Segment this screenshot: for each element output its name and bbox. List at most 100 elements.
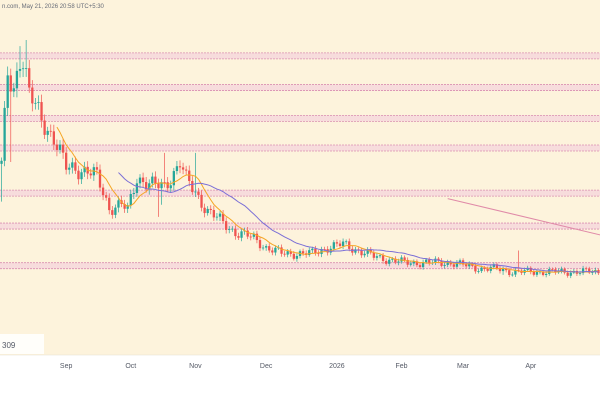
- candle-body: [409, 263, 412, 265]
- candle-body: [218, 213, 222, 217]
- candle-16: [49, 124, 52, 137]
- candle-20: [61, 138, 65, 159]
- candle-body: [378, 255, 382, 257]
- candle-body: [188, 170, 191, 181]
- candle-31: [95, 161, 99, 175]
- candle-173: [532, 269, 535, 277]
- candle-25: [77, 165, 80, 185]
- candle-34: [105, 191, 108, 201]
- candle-body: [65, 152, 68, 170]
- candle-body: [49, 130, 52, 132]
- candle-body: [403, 257, 406, 260]
- candle-body: [311, 248, 314, 251]
- candle-body: [95, 167, 99, 170]
- candle-body: [369, 249, 372, 253]
- candle-126: [388, 257, 391, 267]
- candle-55: [169, 180, 172, 193]
- candle-56: [172, 167, 175, 191]
- candle-body: [366, 249, 369, 254]
- candle-body: [234, 228, 237, 237]
- candle-67: [206, 206, 209, 216]
- candle-body: [385, 260, 388, 264]
- candle-body: [591, 272, 594, 273]
- candle-body: [240, 231, 243, 238]
- candle-body: [225, 221, 228, 230]
- candle-17: [52, 124, 55, 151]
- candle-body: [58, 144, 62, 150]
- candle-63: [194, 152, 197, 198]
- candle-155: [477, 268, 480, 274]
- candle-191: [588, 266, 591, 275]
- candle-32: [98, 164, 102, 192]
- candle-body: [249, 236, 252, 238]
- candle-88: [271, 247, 274, 256]
- candle-120: [369, 247, 372, 255]
- candle-body: [185, 169, 188, 171]
- candle-body: [37, 102, 40, 103]
- candle-body: [178, 166, 182, 168]
- candle-166: [511, 272, 514, 277]
- candle-144: [443, 262, 446, 269]
- candle-body: [52, 131, 55, 145]
- candle-61: [188, 165, 191, 187]
- candle-body: [18, 68, 22, 71]
- candle-body: [6, 75, 9, 108]
- candle-body: [160, 182, 163, 189]
- candle-body: [498, 268, 502, 272]
- candle-15: [46, 126, 49, 142]
- candle-body: [12, 88, 15, 92]
- price-box-text: 309: [2, 341, 16, 350]
- candle-body: [588, 268, 591, 273]
- candle-98: [301, 248, 305, 256]
- candle-body: [391, 258, 394, 260]
- candle-body: [246, 230, 249, 237]
- candle-69: [212, 205, 215, 221]
- candle-body: [483, 267, 486, 269]
- candle-body: [283, 253, 286, 255]
- trendline-segment: [447, 198, 600, 236]
- candle-4: [12, 82, 15, 98]
- candle-body: [394, 258, 397, 263]
- candle-135: [415, 259, 419, 268]
- candle-body: [511, 274, 514, 276]
- candle-145: [446, 259, 449, 268]
- candle-body: [151, 176, 154, 184]
- candle-132: [406, 257, 409, 268]
- candle-body: [375, 256, 379, 258]
- candle-141: [434, 256, 437, 266]
- candle-body: [458, 260, 462, 263]
- candle-137: [421, 259, 425, 270]
- candle-40: [123, 199, 126, 213]
- candle-body: [138, 177, 142, 184]
- candle-body: [529, 267, 532, 272]
- candle-body: [9, 75, 12, 92]
- candle-58: [178, 160, 182, 174]
- candle-12: [37, 95, 40, 110]
- candle-body: [360, 250, 363, 256]
- candle-133: [409, 260, 412, 267]
- candle-body: [28, 68, 31, 88]
- candle-body: [372, 252, 375, 258]
- candle-body: [261, 247, 265, 249]
- candle-91: [280, 244, 283, 257]
- candle-45: [138, 174, 142, 189]
- x-tick-label: Oct: [125, 363, 136, 370]
- candle-27: [83, 161, 86, 177]
- x-tick-label: 2026: [329, 363, 345, 370]
- candle-body: [74, 162, 77, 171]
- candle-body: [280, 247, 283, 254]
- candle-46: [141, 172, 145, 188]
- candle-body: [157, 183, 160, 189]
- candle-65: [200, 190, 203, 212]
- candle-117: [360, 247, 363, 258]
- time-axis-ticks: Sep Oct Nov Dec 2026 Feb Mar Apr: [0, 354, 600, 370]
- candle-182: [560, 266, 563, 274]
- candle-body: [332, 242, 335, 249]
- candle-1: [3, 100, 6, 167]
- candle-body: [465, 264, 468, 267]
- candle-body: [231, 228, 234, 230]
- candle-body: [203, 207, 206, 214]
- candle-body: [61, 144, 65, 153]
